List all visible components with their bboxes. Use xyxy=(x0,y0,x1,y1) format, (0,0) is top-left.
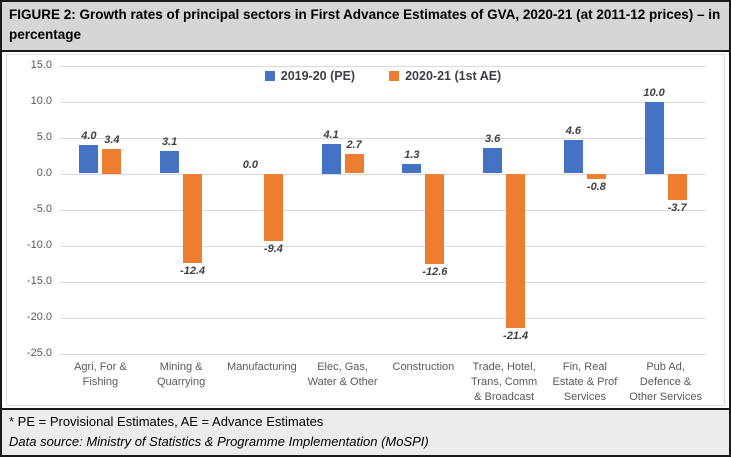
gridline xyxy=(60,137,706,139)
bar-value-label: -12.4 xyxy=(180,264,206,277)
bar xyxy=(563,140,583,174)
y-axis-tick-label: -25.0 xyxy=(26,346,52,359)
bar-value-label: 4.6 xyxy=(565,125,582,138)
bar-value-label: 1.3 xyxy=(404,149,420,162)
bar-value-label: 2.7 xyxy=(346,139,362,152)
y-axis-tick-label: 10.0 xyxy=(30,94,52,107)
bar xyxy=(483,147,503,174)
y-axis-tick-label: -20.0 xyxy=(26,310,52,323)
gridline xyxy=(60,173,706,175)
bar xyxy=(402,164,422,174)
gridline xyxy=(60,353,706,355)
footnote-pe-ae: * PE = Provisional Estimates, AE = Advan… xyxy=(9,413,324,429)
bar-value-label: 3.4 xyxy=(104,134,120,146)
legend-item-2020-21: 2020-21 (1st AE) xyxy=(389,69,501,83)
bar xyxy=(183,173,203,263)
bar xyxy=(586,173,606,180)
gridline xyxy=(60,245,706,247)
legend-swatch-orange-icon xyxy=(389,70,400,81)
category-label: Mining & Quarrying xyxy=(156,360,206,388)
category-label: Manufacturing xyxy=(227,360,297,373)
bar-value-label: 4.1 xyxy=(323,129,339,141)
bar xyxy=(425,173,445,265)
bar xyxy=(667,173,687,201)
bar-value-label: -12.6 xyxy=(422,266,448,279)
category-label: Elec, Gas, Water & Other xyxy=(307,360,378,388)
gva-growth-bar-chart: 2019-20 (PE) 2020-21 (1st AE) 15.0 10.0 5.… xyxy=(2,51,729,408)
figure-footer: * PE = Provisional Estimates, AE = Advan… xyxy=(2,407,729,455)
category-label: Fin, Real Estate & Prof Services xyxy=(552,360,618,404)
y-axis-tick-label: -5.0 xyxy=(33,202,52,215)
figure-title: FIGURE 2: Growth rates of principal sect… xyxy=(2,2,729,52)
category-label: Construction xyxy=(392,360,455,373)
legend-item-2019-20: 2019-20 (PE) xyxy=(264,68,356,83)
y-axis-tick-label: -15.0 xyxy=(26,274,52,287)
bar xyxy=(102,149,122,174)
category-label: Trade, Hotel, Trans, Comm & Broadcast xyxy=(470,360,538,404)
gridline xyxy=(60,209,706,211)
bar-value-label: 10.0 xyxy=(643,86,665,99)
bar xyxy=(644,101,664,174)
y-axis-tick-label: 15.0 xyxy=(30,58,52,71)
gridline xyxy=(60,65,706,67)
y-axis-tick-label: 0.0 xyxy=(36,166,52,179)
bar-value-label: -0.8 xyxy=(586,181,606,194)
data-source-note: Data source: Ministry of Statistics & Pr… xyxy=(9,433,429,449)
gridline xyxy=(60,101,706,103)
bar-value-label: -3.7 xyxy=(667,202,687,215)
legend-label: 2019-20 (PE) xyxy=(280,68,356,83)
y-axis-tick-label: -10.0 xyxy=(26,238,52,251)
bar xyxy=(79,144,99,174)
bar xyxy=(263,173,283,242)
bar xyxy=(321,144,341,174)
legend-swatch-blue-icon xyxy=(264,70,275,81)
bar xyxy=(506,173,526,328)
legend-label: 2020-21 (1st AE) xyxy=(405,68,502,83)
bar-value-label: -21.4 xyxy=(503,329,529,342)
bar-value-label: 3.1 xyxy=(161,136,178,149)
gridline xyxy=(60,317,706,319)
bar-value-label: -9.4 xyxy=(263,243,283,256)
bar-value-label: 3.6 xyxy=(484,132,501,145)
bar xyxy=(160,151,180,174)
y-axis-tick-label: 5.0 xyxy=(36,130,52,143)
gridline xyxy=(60,281,706,283)
bar-value-label: 4.0 xyxy=(81,129,97,142)
category-label: Agri, For & Fishing xyxy=(74,360,127,388)
bar xyxy=(344,154,364,174)
chart-legend: 2019-20 (PE) 2020-21 (1st AE) xyxy=(60,69,706,83)
bar-value-label: 0.0 xyxy=(242,158,259,171)
category-label: Pub Ad, Defence & Other Services xyxy=(629,360,702,404)
